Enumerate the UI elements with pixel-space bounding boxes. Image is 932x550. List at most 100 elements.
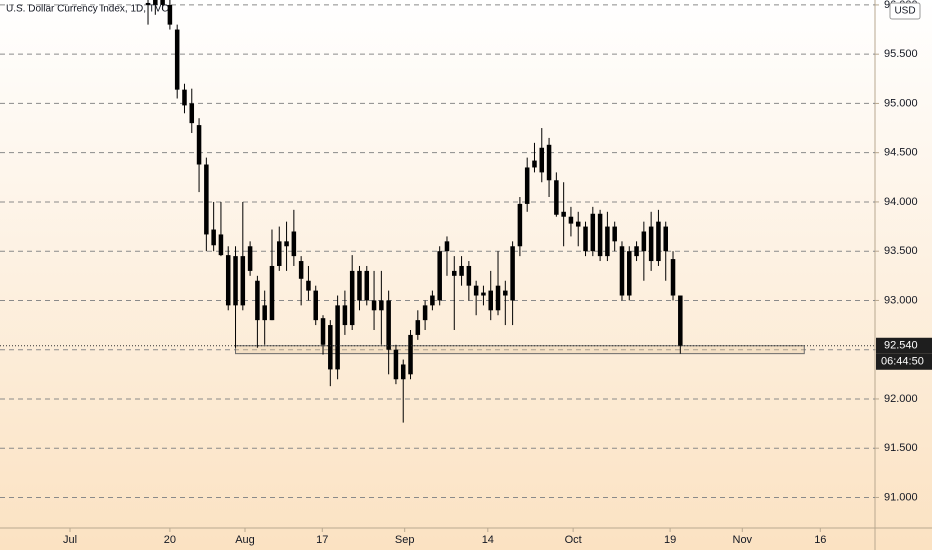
candle-body: [189, 103, 195, 124]
x-tick-label: 16: [814, 534, 826, 546]
candle-body: [503, 290, 508, 296]
y-tick-label: 93.500: [884, 245, 918, 257]
candle-body: [145, 2, 151, 5]
candle-body: [225, 255, 231, 306]
candle-body: [597, 213, 603, 257]
candle-body: [430, 295, 435, 306]
candle-body: [204, 164, 209, 235]
candle-body: [291, 231, 297, 257]
last-price-label: 92.540: [884, 340, 918, 352]
candle-body: [444, 241, 450, 252]
candle-body: [481, 292, 486, 296]
candle-body: [670, 259, 676, 296]
candle-body: [517, 203, 523, 247]
x-tick-label: 20: [164, 534, 176, 546]
candle-body: [364, 270, 370, 301]
candle-body: [379, 300, 384, 311]
candle-body: [605, 226, 610, 257]
last-price-box: [876, 337, 932, 354]
y-tick-label: 94.500: [884, 147, 918, 159]
candle-body: [561, 211, 566, 217]
candle-body: [568, 216, 574, 224]
x-tick-label: 14: [482, 534, 494, 546]
candle-body: [627, 251, 632, 296]
candle-body: [495, 285, 501, 311]
currency-label: USD: [894, 6, 915, 17]
candle-body: [182, 89, 187, 106]
candle-body: [612, 226, 617, 242]
candle-body: [269, 265, 275, 321]
candle-body: [349, 270, 355, 326]
candle-body: [371, 300, 377, 311]
x-tick-label: Oct: [565, 534, 582, 546]
candle-body: [539, 147, 545, 173]
candle-body: [284, 241, 289, 247]
candle-body: [160, 0, 165, 5]
candle-body: [510, 246, 515, 301]
candle-body: [415, 320, 421, 335]
candle-body: [196, 125, 202, 165]
currency-box: [889, 2, 921, 20]
candle-body: [641, 231, 647, 252]
candle-body: [211, 229, 216, 246]
y-tick-label: 95.000: [884, 97, 918, 109]
axes: 91.00091.50092.00092.50093.00093.50094.0…: [63, 0, 932, 546]
candle-body: [328, 325, 333, 370]
candle-body: [473, 285, 479, 296]
y-tick-label: 94.000: [884, 196, 918, 208]
candle-body: [174, 29, 180, 90]
candle-body: [663, 226, 668, 252]
candle-body: [583, 226, 588, 252]
candle-body: [532, 160, 537, 168]
candle-body: [590, 213, 596, 252]
support-zone: [235, 345, 805, 355]
candle-body: [678, 295, 683, 346]
candle-body: [218, 234, 224, 256]
y-tick-label: 93.000: [884, 294, 918, 306]
candle-body: [247, 246, 253, 271]
candle-body: [408, 334, 413, 375]
candle-body: [575, 221, 581, 227]
candle-body: [320, 318, 326, 345]
x-tick-label: Nov: [733, 534, 753, 546]
x-tick-label: 19: [664, 534, 676, 546]
candle-body: [335, 305, 340, 370]
candle-body: [656, 221, 661, 262]
candle-body: [357, 270, 362, 301]
candle-body: [452, 270, 457, 276]
x-tick-label: Jul: [63, 534, 77, 546]
candle-body: [167, 4, 173, 25]
candle-body: [400, 364, 406, 380]
plot-area: [0, 0, 875, 498]
candle-body: [298, 261, 304, 279]
y-tick-label: 95.500: [884, 48, 918, 60]
candle-body: [459, 265, 464, 276]
x-tick-label: 17: [316, 534, 328, 546]
candle-body: [393, 349, 399, 380]
y-tick-label: 91.000: [884, 491, 918, 503]
candle-body: [634, 246, 639, 257]
candle-body: [233, 256, 238, 306]
candle-body: [619, 246, 625, 296]
countdown-label: 06:44:50: [881, 356, 924, 368]
candle-body: [277, 241, 282, 266]
y-tick-label: 92.000: [884, 393, 918, 405]
candle-body: [240, 256, 246, 306]
countdown-box: [876, 353, 932, 370]
candle-body: [466, 265, 472, 286]
candle-body: [306, 280, 311, 291]
candle-body: [554, 180, 559, 215]
y-tick-label: 91.500: [884, 442, 918, 454]
candle-body: [313, 290, 318, 321]
candle-body: [524, 167, 530, 204]
candle-body: [488, 290, 493, 311]
candle-body: [153, 0, 158, 5]
candle-body: [262, 305, 267, 321]
x-tick-label: Aug: [235, 534, 255, 546]
candle-body: [648, 226, 654, 262]
chart-title: U.S. Dollar Currency Index, 1D, TVC: [6, 4, 169, 15]
candle-body: [255, 280, 260, 321]
x-tick-label: Sep: [395, 534, 415, 546]
